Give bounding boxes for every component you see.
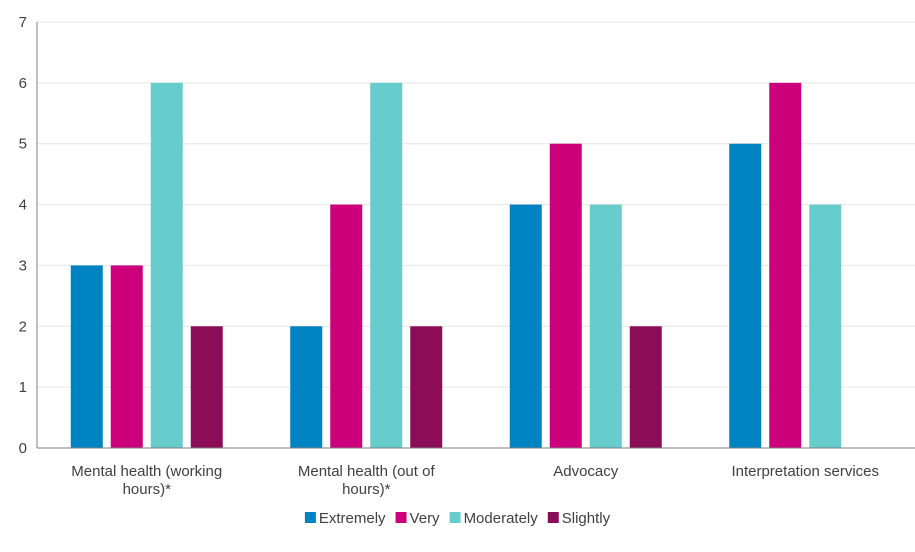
legend-item-slightly: Slightly	[547, 510, 611, 527]
y-tick-label: 7	[19, 14, 27, 31]
bar-extremely	[509, 204, 542, 448]
bar-moderately	[589, 204, 622, 448]
y-tick-label: 2	[19, 318, 27, 335]
x-category-label: Mental health (working	[71, 463, 222, 480]
bar-moderately	[150, 82, 183, 448]
bar-extremely	[70, 265, 103, 448]
bar-very	[549, 143, 582, 448]
bar-slightly	[629, 326, 662, 448]
bar-very	[330, 204, 363, 448]
y-tick-label: 4	[19, 197, 27, 214]
x-category-label: Advocacy	[553, 463, 619, 480]
bar-extremely	[290, 326, 323, 448]
legend-label: Slightly	[562, 510, 611, 527]
legend-label: Moderately	[464, 510, 539, 527]
gridlines	[37, 21, 915, 388]
legend-swatch	[304, 512, 316, 523]
x-category-label: hours)*	[123, 481, 172, 498]
x-category-label: hours)*	[342, 481, 391, 498]
y-tick-label: 0	[19, 440, 27, 457]
y-tick-label: 3	[19, 257, 27, 274]
legend-swatch	[449, 512, 461, 523]
x-category-label: Interpretation services	[731, 463, 879, 480]
bar-very	[769, 82, 802, 448]
bar-very	[110, 265, 143, 448]
y-tick-label: 1	[19, 379, 27, 396]
legend-label: Extremely	[319, 510, 386, 527]
legend-item-very: Very	[395, 510, 441, 527]
bar-slightly	[190, 326, 223, 448]
bars	[70, 82, 842, 448]
y-tick-labels: 0 1 2 3 4 5 6 7	[19, 14, 27, 457]
legend-label: Very	[410, 510, 441, 527]
legend-swatch	[395, 512, 407, 523]
bar-extremely	[729, 143, 762, 448]
legend-swatch	[547, 512, 559, 523]
legend: Extremely Very Moderately Slightly	[304, 510, 611, 527]
bar-moderately	[809, 204, 842, 448]
legend-item-moderately: Moderately	[449, 510, 539, 527]
x-category-label: Mental health (out of	[298, 463, 436, 480]
bar-moderately	[370, 82, 403, 448]
y-tick-label: 6	[19, 75, 27, 92]
y-tick-label: 5	[19, 136, 27, 153]
bar-slightly	[410, 326, 443, 448]
legend-item-extremely: Extremely	[304, 510, 386, 527]
